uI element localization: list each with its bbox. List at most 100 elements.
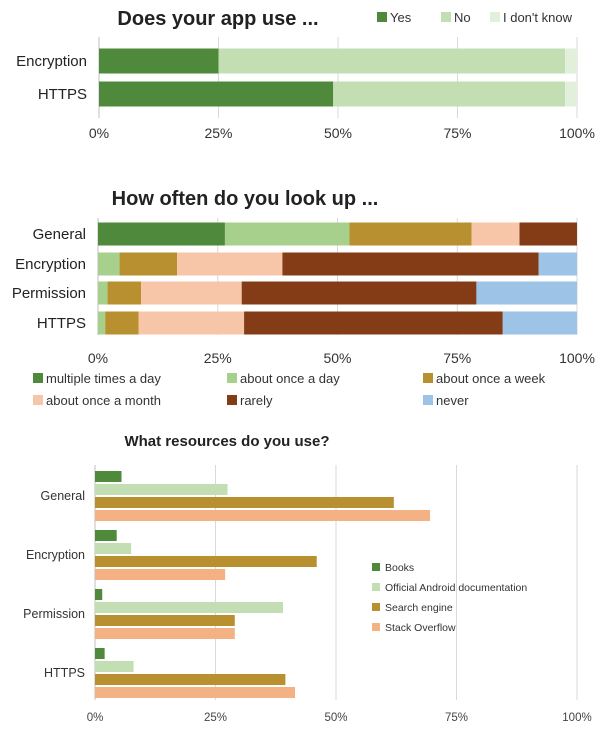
legend-swatch-search-engine bbox=[372, 603, 380, 611]
legend-swatch-never bbox=[423, 395, 433, 405]
legend-swatch-about-once-a-day bbox=[227, 373, 237, 383]
legend-swatch-official-android-documentation bbox=[372, 583, 380, 591]
legend-label-i-don-t-know: I don't know bbox=[503, 10, 573, 25]
category-label: Encryption bbox=[26, 548, 85, 562]
legend-label-books: Books bbox=[385, 562, 414, 574]
bar-https-about-once-a-month bbox=[138, 311, 245, 335]
tick-label: 100% bbox=[562, 712, 591, 724]
bar-general-about-once-a-week bbox=[349, 222, 472, 246]
category-label: HTTPS bbox=[44, 666, 85, 680]
bar-general-about-once-a-day bbox=[224, 222, 350, 246]
chart3-title: What resources do you use? bbox=[124, 433, 329, 450]
legend-swatch-multiple-times-a-day bbox=[33, 373, 43, 383]
bar-https-i-don-t-know bbox=[565, 81, 577, 107]
tick-label: 50% bbox=[324, 125, 352, 141]
bar-https-no bbox=[333, 81, 566, 107]
legend-swatch-books bbox=[372, 563, 380, 571]
legend-swatch-about-once-a-week bbox=[423, 373, 433, 383]
bar-general-official-android-documentation bbox=[95, 484, 228, 495]
bar-encryption-about-once-a-week bbox=[119, 252, 178, 276]
bar-general-rarely bbox=[519, 222, 577, 246]
bar-permission-rarely bbox=[241, 281, 477, 305]
bar-general-stack-overflow bbox=[95, 510, 430, 521]
legend-label-no: No bbox=[454, 10, 471, 25]
chart3-legend: Books Official Android documentation Searc… bbox=[372, 562, 527, 634]
bar-https-books bbox=[95, 648, 105, 659]
tick-label: 25% bbox=[204, 712, 227, 724]
bar-https-about-once-a-week bbox=[105, 311, 139, 335]
legend-swatch-rarely bbox=[227, 395, 237, 405]
tick-label: 0% bbox=[87, 712, 104, 724]
bar-encryption-about-once-a-day bbox=[98, 252, 120, 276]
legend-label-never: never bbox=[436, 393, 469, 408]
legend-swatch-stack-overflow bbox=[372, 623, 380, 631]
legend-label-about-once-a-day: about once a day bbox=[240, 371, 340, 386]
bar-encryption-yes bbox=[99, 48, 219, 74]
tick-label: 25% bbox=[204, 350, 232, 366]
category-label: HTTPS bbox=[37, 315, 86, 332]
chart1-legend: Yes No I don't know bbox=[377, 10, 573, 25]
bar-encryption-search-engine bbox=[95, 556, 317, 567]
bar-permission-about-once-a-week bbox=[107, 281, 142, 305]
bar-permission-about-once-a-day bbox=[98, 281, 108, 305]
category-label: Permission bbox=[12, 285, 86, 302]
chart2-legend: multiple times a day about once a day abou… bbox=[33, 371, 546, 408]
bar-https-official-android-documentation bbox=[95, 661, 134, 672]
tick-label: 0% bbox=[88, 350, 108, 366]
bar-general-multiple-times-a-day bbox=[98, 222, 225, 246]
bar-https-about-once-a-day bbox=[98, 311, 106, 335]
bar-https-yes bbox=[99, 81, 334, 107]
category-label: Encryption bbox=[16, 53, 87, 70]
bar-general-about-once-a-month bbox=[471, 222, 520, 246]
bar-encryption-never bbox=[538, 252, 577, 276]
bar-permission-never bbox=[476, 281, 577, 305]
chart1-title: Does your app use ... bbox=[117, 8, 318, 30]
legend-label-rarely: rarely bbox=[240, 393, 273, 408]
bar-encryption-i-don-t-know bbox=[565, 48, 577, 74]
legend-swatch-about-once-a-month bbox=[33, 395, 43, 405]
bar-general-search-engine bbox=[95, 497, 394, 508]
tick-label: 50% bbox=[324, 712, 347, 724]
legend-label-about-once-a-week: about once a week bbox=[436, 371, 546, 386]
chart2-bars bbox=[98, 222, 577, 335]
tick-label: 75% bbox=[443, 350, 471, 366]
tick-label: 75% bbox=[445, 712, 468, 724]
bar-encryption-rarely bbox=[282, 252, 539, 276]
category-label: Encryption bbox=[15, 256, 86, 273]
legend-label-search-engine: Search engine bbox=[385, 602, 453, 614]
chart1-bars bbox=[99, 48, 577, 107]
bar-permission-about-once-a-month bbox=[141, 281, 242, 305]
bar-encryption-official-android-documentation bbox=[95, 543, 132, 554]
legend-swatch-no bbox=[441, 12, 451, 22]
tick-label: 0% bbox=[89, 125, 109, 141]
tick-label: 100% bbox=[559, 350, 595, 366]
bar-https-stack-overflow bbox=[95, 687, 296, 698]
legend-label-yes: Yes bbox=[390, 10, 412, 25]
chart3-tick-labels: 0% 25% 50% 75% 100% bbox=[87, 712, 592, 724]
bar-permission-books bbox=[95, 589, 103, 600]
legend-swatch-yes bbox=[377, 12, 387, 22]
tick-label: 50% bbox=[323, 350, 351, 366]
category-label: HTTPS bbox=[38, 86, 87, 103]
bar-https-search-engine bbox=[95, 674, 286, 685]
bar-permission-stack-overflow bbox=[95, 628, 235, 639]
category-label: General bbox=[33, 226, 86, 243]
bar-https-rarely bbox=[244, 311, 503, 335]
legend-swatch-i-don-t-know bbox=[490, 12, 500, 22]
chart3-bars bbox=[95, 471, 430, 698]
bar-encryption-no bbox=[218, 48, 566, 74]
bar-general-books bbox=[95, 471, 122, 482]
legend-label-stack-overflow: Stack Overflow bbox=[385, 622, 456, 634]
tick-label: 100% bbox=[559, 125, 595, 141]
chart1-tick-labels: 0% 25% 50% 75% 100% bbox=[89, 125, 595, 141]
bar-encryption-stack-overflow bbox=[95, 569, 226, 580]
bar-encryption-about-once-a-month bbox=[177, 252, 283, 276]
bar-permission-official-android-documentation bbox=[95, 602, 283, 613]
chart-resources: What resources do you use? General Encryp… bbox=[23, 433, 592, 724]
category-label: Permission bbox=[23, 607, 85, 621]
tick-label: 75% bbox=[443, 125, 471, 141]
legend-label-about-once-a-month: about once a month bbox=[46, 393, 161, 408]
chart-app-use: Does your app use ... Yes No I don't know … bbox=[16, 8, 595, 141]
chart2-tick-labels: 0% 25% 50% 75% 100% bbox=[88, 350, 595, 366]
